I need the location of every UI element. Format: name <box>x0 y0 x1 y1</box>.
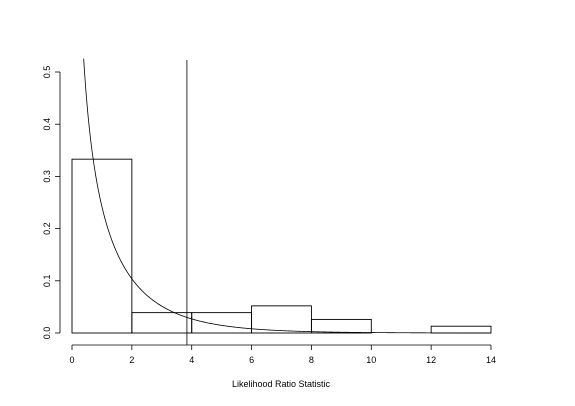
x-tick-label-4: 8 <box>309 355 314 365</box>
density-curve <box>83 58 491 334</box>
x-axis-label: Likelihood Ratio Statistic <box>232 379 331 389</box>
histogram-bar-0 <box>71 158 133 334</box>
x-tick-label-6: 12 <box>426 355 436 365</box>
x-axis: 0 2 4 6 8 10 12 14 <box>69 344 496 365</box>
x-tick-label-5: 10 <box>366 355 376 365</box>
histogram-bar-6 <box>430 325 492 334</box>
y-tick-label-2: 0.2 <box>42 222 52 235</box>
x-tick-label-7: 14 <box>486 355 496 365</box>
y-tick-label-3: 0.3 <box>42 170 52 183</box>
histogram-bar-2 <box>191 312 253 334</box>
y-tick-label-4: 0.4 <box>42 118 52 131</box>
histogram-bar-4 <box>310 318 372 334</box>
y-tick-label-5: 0.5 <box>42 66 52 79</box>
y-tick-label-0: 0.0 <box>42 327 52 340</box>
x-tick-label-3: 6 <box>249 355 254 365</box>
histogram-bar-3 <box>251 305 312 334</box>
x-tick-label-2: 4 <box>189 355 194 365</box>
y-axis: 0.0 0.1 0.2 0.3 0.4 0.5 <box>42 66 61 340</box>
histogram-bars <box>71 158 492 334</box>
x-tick-label-1: 2 <box>129 355 134 365</box>
x-tick-label-0: 0 <box>69 355 74 365</box>
y-tick-label-1: 0.1 <box>42 275 52 288</box>
